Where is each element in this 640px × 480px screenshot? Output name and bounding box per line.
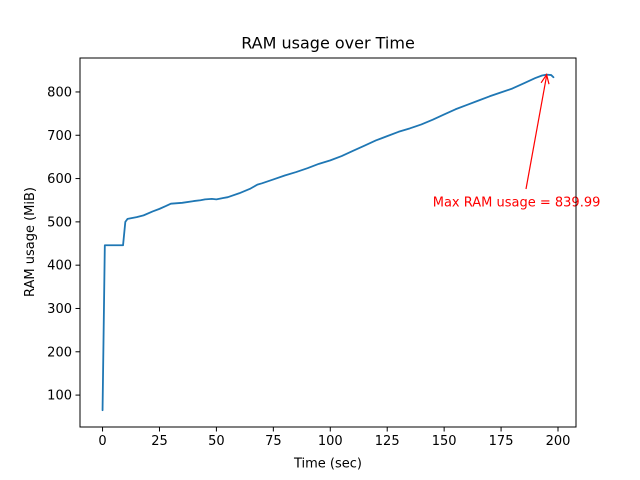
y-tick-label: 400 [47,259,72,274]
annotation-arrow-shaft [525,75,548,190]
x-tick-label: 0 [98,434,106,449]
annotation-arrow-head [540,73,550,85]
y-tick-label: 500 [47,215,72,230]
annotation-text: Max RAM usage = 839.99 [433,195,601,210]
x-tick-label: 25 [151,434,168,449]
y-tick-label: 800 [47,85,72,100]
x-axis-label: Time (sec) [293,457,362,472]
x-tick-label: 150 [432,434,457,449]
y-axis-label: RAM usage (MiB) [23,187,38,297]
axis-ticks: 0 25 50 75 100 125 150 175 200 100 200 300 400 500 600… [47,57,577,449]
plot-frame [79,57,577,428]
y-tick-label: 600 [47,172,72,187]
x-tick-label: 100 [318,434,343,449]
y-tick-label: 200 [47,345,72,360]
series-line-0 [101,73,555,412]
y-tick-label: 300 [47,302,72,317]
y-tick-label: 700 [47,129,72,144]
x-tick-label: 200 [546,434,571,449]
x-tick-label: 50 [208,434,225,449]
x-tick-label: 75 [265,434,282,449]
chart-title: RAM usage over Time [241,34,415,53]
plot-area: Max RAM usage = 839.99 [101,73,601,412]
y-tick-label: 100 [47,389,72,404]
x-tick-label: 175 [489,434,514,449]
x-tick-label: 125 [375,434,400,449]
